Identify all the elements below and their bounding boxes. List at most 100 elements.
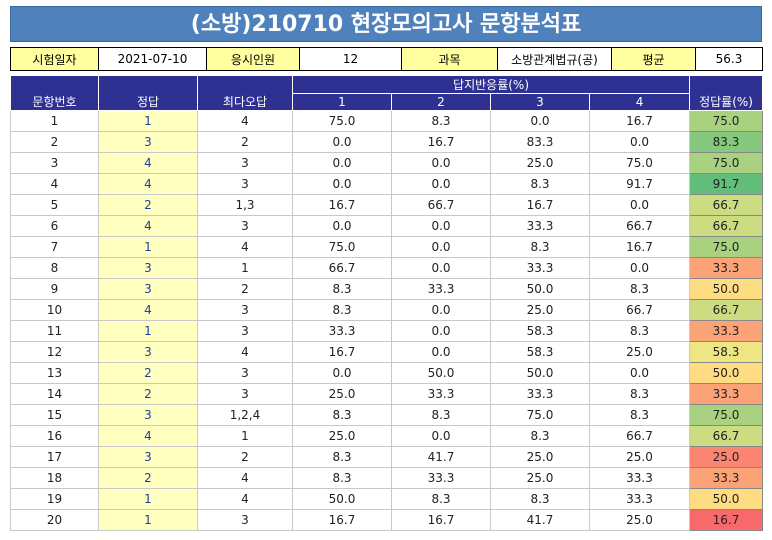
top-wrong-answer: 4 xyxy=(197,341,293,363)
option-4-rate: 0.0 xyxy=(589,257,691,279)
correct-rate: 50.0 xyxy=(689,488,764,510)
correct-answer: 1 xyxy=(98,110,198,132)
option-1-rate: 16.7 xyxy=(292,194,392,216)
option-1-rate: 25.0 xyxy=(292,383,392,405)
option-1-rate: 75.0 xyxy=(292,110,392,132)
header-row-bottom: 1 2 3 4 xyxy=(11,93,763,111)
option-3-rate: 83.3 xyxy=(490,131,590,153)
option-4-rate: 66.7 xyxy=(589,299,691,321)
question-number: 12 xyxy=(10,341,99,363)
correct-rate: 66.7 xyxy=(689,299,764,321)
correct-rate: 66.7 xyxy=(689,215,764,237)
correct-answer: 3 xyxy=(98,278,198,300)
option-4-rate: 25.0 xyxy=(589,341,691,363)
option-3-rate: 50.0 xyxy=(490,362,590,384)
option-4-rate: 25.0 xyxy=(589,509,691,531)
option-1-rate: 66.7 xyxy=(292,257,392,279)
table-row: 7 1 4 75.0 0.0 8.3 16.7 75.0 xyxy=(10,236,764,258)
table-row: 13 2 3 0.0 50.0 50.0 0.0 50.0 xyxy=(10,362,764,384)
option-2-rate: 33.3 xyxy=(391,278,491,300)
correct-answer: 2 xyxy=(98,194,198,216)
header-option-1: 1 xyxy=(292,93,392,111)
option-4-rate: 33.3 xyxy=(589,467,691,489)
top-wrong-answer: 4 xyxy=(197,110,293,132)
header-option-3: 3 xyxy=(490,93,590,111)
option-3-rate: 33.3 xyxy=(490,215,590,237)
top-wrong-answer: 2 xyxy=(197,131,293,153)
option-1-rate: 33.3 xyxy=(292,320,392,342)
option-1-rate: 8.3 xyxy=(292,278,392,300)
correct-answer: 2 xyxy=(98,383,198,405)
correct-rate: 25.0 xyxy=(689,446,764,468)
option-2-rate: 8.3 xyxy=(391,488,491,510)
average-label: 평균 xyxy=(611,47,696,71)
option-4-rate: 0.0 xyxy=(589,131,691,153)
option-4-rate: 0.0 xyxy=(589,362,691,384)
correct-rate: 91.7 xyxy=(689,173,764,195)
top-wrong-answer: 3 xyxy=(197,509,293,531)
option-4-rate: 66.7 xyxy=(589,215,691,237)
correct-answer: 3 xyxy=(98,404,198,426)
table-row: 9 3 2 8.3 33.3 50.0 8.3 50.0 xyxy=(10,278,764,300)
correct-rate: 33.3 xyxy=(689,467,764,489)
question-number: 3 xyxy=(10,152,99,174)
correct-answer: 1 xyxy=(98,236,198,258)
option-4-rate: 8.3 xyxy=(589,320,691,342)
question-number: 1 xyxy=(10,110,99,132)
average-value: 56.3 xyxy=(695,47,763,71)
correct-answer: 3 xyxy=(98,341,198,363)
top-wrong-answer: 4 xyxy=(197,488,293,510)
table-row: 17 3 2 8.3 41.7 25.0 25.0 25.0 xyxy=(10,446,764,468)
header-answer: 정답 xyxy=(98,75,198,111)
header-option-2: 2 xyxy=(391,93,491,111)
table-row: 19 1 4 50.0 8.3 8.3 33.3 50.0 xyxy=(10,488,764,510)
option-2-rate: 41.7 xyxy=(391,446,491,468)
top-wrong-answer: 3 xyxy=(197,320,293,342)
option-3-rate: 58.3 xyxy=(490,341,590,363)
top-wrong-answer: 1,2,4 xyxy=(197,404,293,426)
table-body: 1 1 4 75.0 8.3 0.0 16.7 75.0 2 3 2 0.0 16.7 83.3 0.0 83… xyxy=(10,110,764,531)
top-wrong-answer: 1,3 xyxy=(197,194,293,216)
table-row: 4 4 3 0.0 0.0 8.3 91.7 91.7 xyxy=(10,173,764,195)
correct-answer: 4 xyxy=(98,215,198,237)
question-number: 14 xyxy=(10,383,99,405)
question-number: 8 xyxy=(10,257,99,279)
option-1-rate: 8.3 xyxy=(292,404,392,426)
correct-rate: 75.0 xyxy=(689,404,764,426)
table-row: 20 1 3 16.7 16.7 41.7 25.0 16.7 xyxy=(10,509,764,531)
table-row: 1 1 4 75.0 8.3 0.0 16.7 75.0 xyxy=(10,110,764,132)
option-3-rate: 8.3 xyxy=(490,173,590,195)
question-number: 9 xyxy=(10,278,99,300)
correct-rate: 33.3 xyxy=(689,383,764,405)
option-3-rate: 16.7 xyxy=(490,194,590,216)
option-3-rate: 75.0 xyxy=(490,404,590,426)
option-3-rate: 58.3 xyxy=(490,320,590,342)
option-2-rate: 8.3 xyxy=(391,404,491,426)
option-2-rate: 0.0 xyxy=(391,215,491,237)
option-4-rate: 91.7 xyxy=(589,173,691,195)
table-row: 15 3 1,2,4 8.3 8.3 75.0 8.3 75.0 xyxy=(10,404,764,426)
option-1-rate: 8.3 xyxy=(292,299,392,321)
top-wrong-answer: 3 xyxy=(197,383,293,405)
option-3-rate: 25.0 xyxy=(490,299,590,321)
option-3-rate: 33.3 xyxy=(490,257,590,279)
header-response-rate: 답지반응률(%) xyxy=(291,75,691,94)
correct-answer: 1 xyxy=(98,488,198,510)
option-2-rate: 0.0 xyxy=(391,152,491,174)
question-number: 19 xyxy=(10,488,99,510)
option-1-rate: 16.7 xyxy=(292,509,392,531)
correct-answer: 4 xyxy=(98,152,198,174)
option-4-rate: 0.0 xyxy=(589,194,691,216)
exam-info-table: 시험일자 2021-07-10 응시인원 12 과목 소방관계법규(공) 평균 … xyxy=(10,47,763,71)
correct-rate: 33.3 xyxy=(689,320,764,342)
option-3-rate: 33.3 xyxy=(490,383,590,405)
option-2-rate: 66.7 xyxy=(391,194,491,216)
table-row: 12 3 4 16.7 0.0 58.3 25.0 58.3 xyxy=(10,341,764,363)
count-value: 12 xyxy=(299,47,402,71)
correct-answer: 1 xyxy=(98,320,198,342)
option-2-rate: 16.7 xyxy=(391,509,491,531)
option-2-rate: 0.0 xyxy=(391,341,491,363)
option-4-rate: 25.0 xyxy=(589,446,691,468)
option-1-rate: 8.3 xyxy=(292,467,392,489)
page-title: (소방)210710 현장모의고사 문항분석표 xyxy=(10,6,762,42)
